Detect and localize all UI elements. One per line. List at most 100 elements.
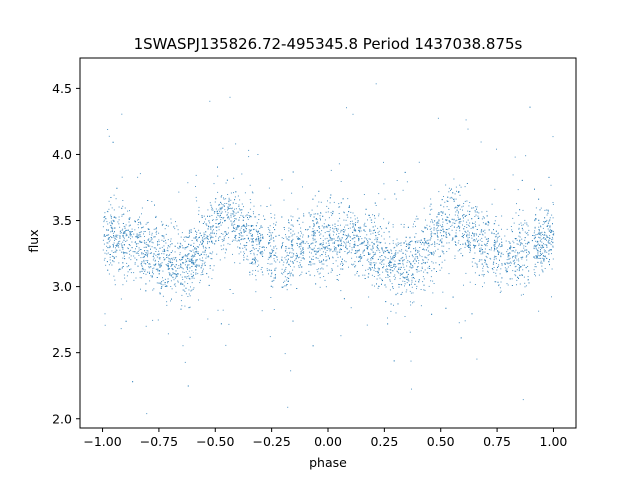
- data-point: [442, 221, 444, 223]
- data-point: [164, 283, 166, 285]
- data-point: [387, 271, 389, 273]
- data-point: [147, 254, 149, 256]
- data-point: [193, 227, 195, 229]
- data-point: [139, 173, 141, 175]
- data-point: [310, 252, 312, 254]
- data-point: [272, 237, 274, 239]
- data-point: [355, 230, 357, 232]
- data-point: [134, 263, 136, 265]
- data-point: [316, 221, 318, 223]
- data-point: [415, 249, 417, 251]
- data-point: [551, 229, 553, 231]
- data-point: [181, 276, 183, 278]
- data-point: [476, 263, 478, 265]
- data-point: [261, 271, 263, 273]
- data-point: [326, 259, 328, 261]
- data-point: [251, 244, 253, 246]
- data-point: [243, 230, 245, 232]
- data-point: [374, 225, 376, 227]
- data-point: [303, 240, 305, 242]
- data-point: [220, 201, 221, 203]
- data-point: [349, 236, 351, 238]
- data-point: [447, 196, 449, 198]
- data-point: [491, 233, 493, 234]
- data-point: [459, 244, 461, 245]
- data-point: [305, 229, 307, 231]
- data-point: [115, 251, 117, 253]
- data-point: [375, 205, 377, 206]
- data-point: [235, 143, 237, 145]
- data-point: [534, 219, 536, 221]
- data-point: [535, 214, 537, 216]
- data-point: [163, 235, 165, 237]
- data-point: [522, 209, 524, 211]
- data-point: [146, 250, 148, 252]
- data-point: [112, 223, 113, 225]
- data-point: [377, 258, 379, 260]
- data-point: [108, 200, 110, 202]
- data-point: [501, 228, 502, 230]
- data-point: [291, 244, 293, 246]
- data-point: [239, 209, 241, 211]
- data-point: [145, 325, 147, 327]
- data-point: [299, 264, 301, 266]
- data-point: [313, 225, 315, 227]
- data-point: [340, 268, 342, 270]
- data-point: [132, 381, 134, 383]
- data-point: [176, 260, 178, 262]
- data-point: [284, 257, 286, 259]
- data-point: [431, 208, 433, 210]
- data-point: [369, 268, 371, 270]
- data-point: [232, 293, 234, 294]
- data-point: [207, 228, 209, 230]
- data-point: [122, 248, 124, 250]
- data-point: [301, 240, 303, 242]
- data-point: [542, 271, 544, 273]
- data-point: [153, 236, 155, 238]
- data-point: [389, 269, 391, 271]
- data-point: [428, 285, 430, 287]
- data-point: [467, 230, 469, 232]
- data-point: [454, 207, 456, 209]
- data-point: [319, 261, 321, 263]
- data-point: [425, 242, 427, 244]
- data-point: [130, 238, 131, 240]
- data-point: [218, 215, 220, 217]
- data-point: [411, 286, 413, 288]
- data-point: [522, 399, 524, 401]
- data-point: [249, 262, 251, 264]
- data-point: [252, 240, 254, 242]
- data-point: [474, 210, 476, 212]
- y-tick-label: 3.5: [52, 213, 72, 228]
- data-point: [335, 248, 337, 250]
- data-point: [410, 292, 412, 294]
- data-point: [123, 237, 125, 239]
- data-point: [136, 252, 138, 254]
- data-point: [321, 225, 323, 227]
- data-point: [468, 241, 470, 243]
- data-point: [232, 224, 234, 226]
- data-point: [413, 277, 414, 278]
- data-point: [148, 271, 150, 273]
- data-point: [343, 298, 345, 300]
- data-point: [483, 275, 485, 277]
- data-point: [187, 268, 188, 270]
- data-point: [288, 230, 290, 232]
- data-point: [174, 277, 176, 279]
- data-point: [388, 223, 389, 225]
- data-point: [104, 324, 106, 326]
- data-point: [241, 212, 242, 214]
- data-point: [370, 233, 372, 235]
- data-point: [271, 238, 273, 240]
- data-point: [242, 247, 244, 249]
- data-point: [395, 277, 396, 279]
- data-point: [495, 234, 497, 236]
- data-point: [190, 229, 192, 231]
- data-point: [141, 207, 143, 209]
- data-point: [547, 210, 549, 212]
- data-point: [157, 243, 158, 245]
- data-point: [226, 179, 228, 181]
- data-point: [309, 274, 311, 276]
- data-point: [408, 255, 410, 257]
- data-point: [161, 262, 163, 264]
